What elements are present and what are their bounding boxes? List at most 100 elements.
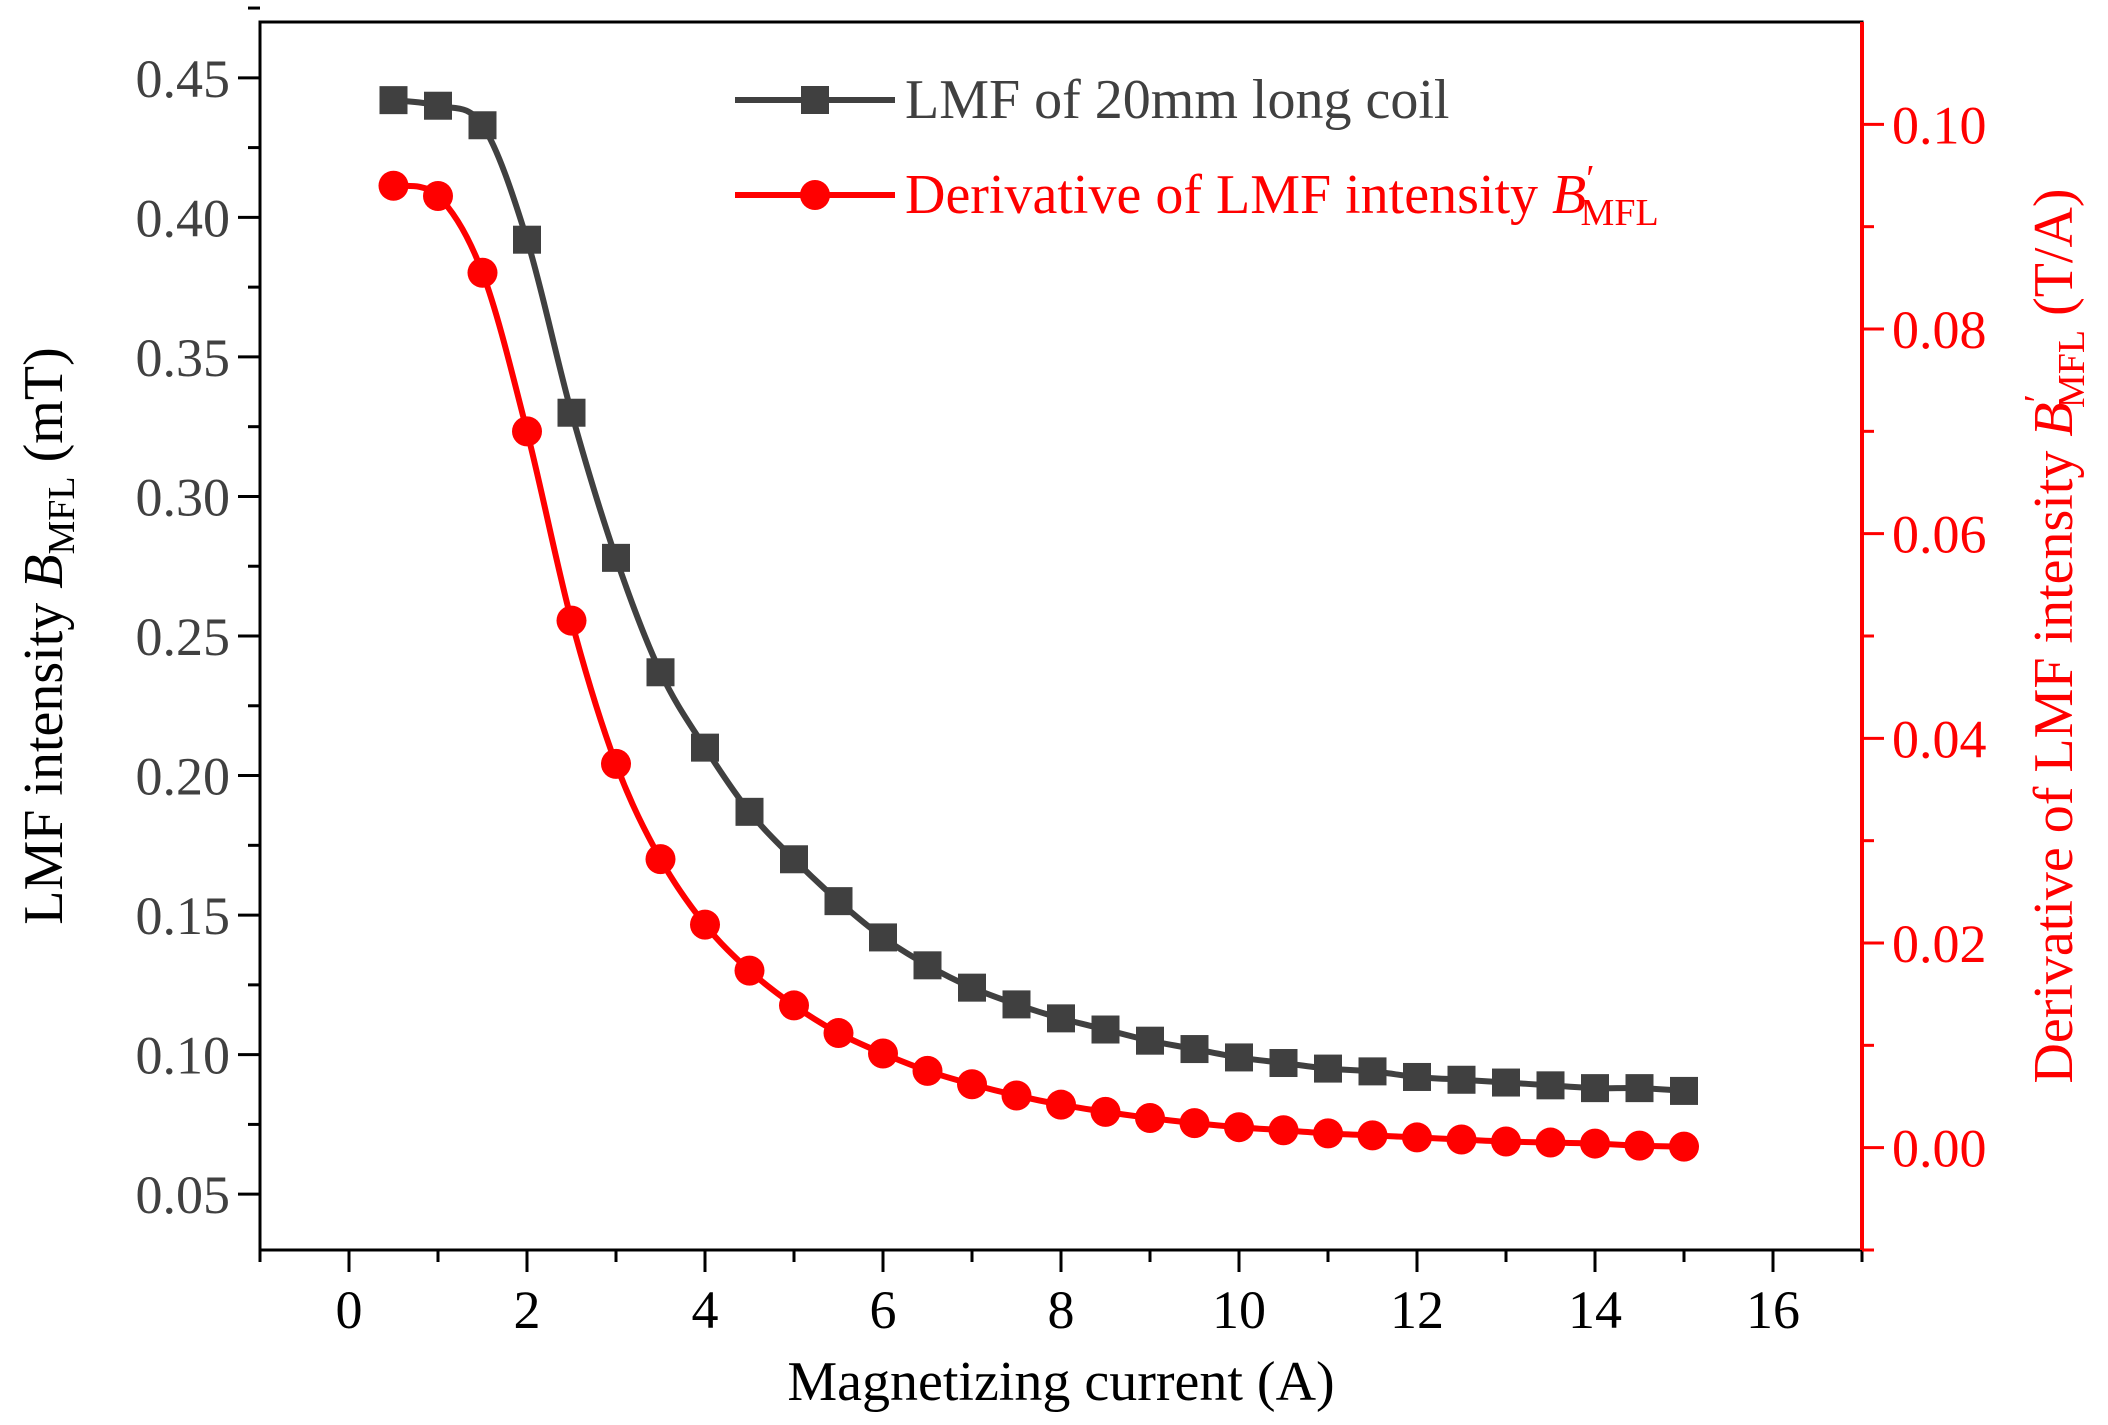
y-tick-label: 0.40 [136, 188, 231, 248]
data-point-lmf [780, 845, 808, 874]
series-line-derivative [392, 182, 1685, 1150]
data-point-derivative [912, 1055, 943, 1086]
y2-tick-label: 0.08 [1892, 300, 1987, 360]
data-point-lmf [602, 543, 630, 572]
data-point-derivative [1135, 1102, 1165, 1133]
data-point-lmf [1625, 1074, 1654, 1103]
x-tick-label: 12 [1390, 1280, 1444, 1340]
data-point-derivative [1179, 1108, 1210, 1139]
y-tick-label: 0.30 [136, 467, 231, 527]
data-point-lmf [1536, 1071, 1565, 1100]
y2-axis-title: Derivative of LMF intensity B′MFL (T/A) [2017, 188, 2093, 1083]
data-point-lmf [1002, 990, 1031, 1019]
data-point-derivative [1224, 1112, 1254, 1143]
x-tick-label: 8 [1048, 1280, 1075, 1340]
data-point-derivative [823, 1018, 854, 1049]
data-point-derivative [957, 1069, 987, 1100]
y2-tick-label: 0.06 [1892, 505, 1987, 565]
data-point-derivative [512, 416, 542, 447]
data-point-derivative [1268, 1115, 1299, 1146]
y-axis-title-symbol: B [13, 554, 75, 588]
data-point-lmf [1358, 1057, 1387, 1086]
data-point-lmf [1670, 1076, 1698, 1105]
data-point-lmf [1314, 1054, 1342, 1083]
data-point-derivative [1046, 1089, 1076, 1120]
data-point-lmf [1047, 1004, 1075, 1033]
y2-tick-label: 0.00 [1892, 1119, 1987, 1179]
y2-tick-label: 0.04 [1892, 709, 1987, 769]
data-point-lmf [1492, 1068, 1520, 1097]
series-line-lmf [393, 97, 1685, 1094]
data-point-derivative [1580, 1128, 1610, 1159]
data-point-lmf [691, 733, 719, 762]
y-tick-label: 0.05 [136, 1165, 231, 1225]
y2-tick-label: 0.02 [1892, 914, 1987, 974]
data-point-derivative [1624, 1130, 1655, 1161]
data-point-derivative [1001, 1080, 1032, 1111]
data-point-lmf [913, 951, 942, 980]
x-tick-label: 2 [514, 1280, 541, 1340]
data-point-lmf [735, 797, 764, 826]
legend: LMF of 20mm long coil Derivative of LMF … [735, 69, 1659, 234]
lines-layer [392, 97, 1685, 1150]
y-axis-title-prefix: LMF intensity [13, 589, 75, 925]
data-point-lmf [824, 887, 853, 916]
legend-entry-derivative: Derivative of LMF intensity B′ MFL [735, 158, 1659, 234]
y-tick-label: 0.25 [136, 607, 231, 667]
data-point-derivative [1491, 1126, 1521, 1157]
y-tick-label: 0.15 [136, 886, 231, 946]
data-point-lmf [1180, 1035, 1209, 1064]
y-axis-title: LMF intensity BMFL (mT) [13, 347, 83, 924]
data-point-derivative [734, 955, 765, 986]
x-tick-label: 16 [1746, 1280, 1800, 1340]
y2-axis-title-suffix: (T/A) [2023, 188, 2085, 330]
legend-label-lmf: LMF of 20mm long coil [905, 69, 1449, 131]
data-point-derivative [1535, 1127, 1566, 1158]
data-point-lmf [1269, 1049, 1298, 1078]
data-point-derivative [690, 909, 720, 940]
data-point-derivative [1357, 1120, 1388, 1151]
legend-label-derivative-subscript: MFL [1581, 192, 1659, 234]
legend-label-derivative: Derivative of LMF intensity B′ MFL [905, 158, 1659, 234]
data-point-lmf [1447, 1065, 1476, 1094]
data-point-derivative [1090, 1096, 1121, 1127]
y-axis-title-subscript: MFL [41, 476, 83, 554]
y-tick-label: 0.10 [136, 1026, 231, 1086]
y2-axis-title-symbol: B [2023, 402, 2085, 436]
data-point-lmf [1581, 1074, 1609, 1103]
data-point-derivative [645, 844, 676, 875]
data-point-lmf [1403, 1062, 1431, 1091]
data-point-lmf [869, 923, 897, 952]
data-point-lmf [1091, 1015, 1120, 1044]
x-tick-label: 0 [336, 1280, 363, 1340]
data-point-derivative [1402, 1122, 1432, 1153]
data-point-lmf [1136, 1026, 1164, 1055]
legend-label-derivative-symbol: B [1552, 164, 1586, 226]
x-tick-label: 14 [1568, 1280, 1622, 1340]
data-point-lmf [379, 86, 408, 115]
data-point-derivative [556, 605, 587, 636]
data-point-derivative [601, 748, 631, 779]
data-point-lmf [646, 658, 675, 687]
data-point-lmf [513, 225, 541, 254]
y2-tick-label: 0.10 [1892, 95, 1987, 155]
x-axis-title: Magnetizing current (A) [787, 1351, 1334, 1413]
ticks-layer: 0 2 4 6 8 10 12 14 16 0.05 0.10 0.15 0.20 0.25 0.30 0.3… [136, 6, 1987, 1340]
data-point-lmf [958, 973, 986, 1002]
data-point-derivative [868, 1038, 898, 1069]
x-tick-label: 10 [1212, 1280, 1266, 1340]
data-point-lmf [424, 91, 452, 120]
legend-entry-lmf: LMF of 20mm long coil [735, 69, 1449, 131]
x-tick-label: 4 [692, 1280, 719, 1340]
data-point-derivative [467, 257, 498, 288]
y2-axis-title-subscript: MFL [2051, 330, 2093, 408]
y-tick-label: 0.45 [136, 49, 231, 109]
legend-marker-circle [800, 180, 830, 210]
markers-layer [378, 86, 1699, 1162]
y-tick-label: 0.20 [136, 747, 231, 807]
data-point-derivative [1313, 1118, 1343, 1149]
y2-axis-title-prefix: Derivative of LMF intensity [2023, 437, 2085, 1084]
legend-label-derivative-prime: ′ [1586, 158, 1594, 200]
legend-marker-square [801, 86, 829, 114]
